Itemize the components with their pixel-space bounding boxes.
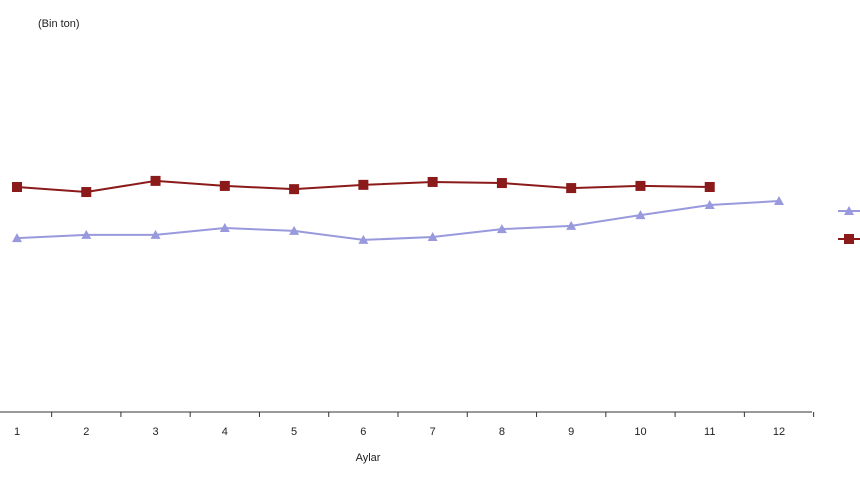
marker (289, 225, 300, 235)
x-tick-label: 4 (222, 426, 228, 438)
marker (289, 184, 300, 195)
x-tick-label: 10 (634, 426, 646, 438)
x-tick-label: 7 (430, 426, 436, 438)
marker (635, 210, 646, 220)
marker (12, 182, 22, 192)
marker (150, 175, 161, 186)
marker (150, 229, 161, 239)
marker (219, 180, 230, 191)
series-line (16, 200, 780, 241)
marker (774, 196, 784, 206)
marker (427, 176, 438, 187)
marker (704, 200, 715, 209)
marker (219, 223, 230, 233)
marker (12, 233, 22, 243)
marker (358, 179, 369, 190)
marker (566, 183, 577, 194)
marker (427, 232, 438, 242)
x-tick-label: 5 (291, 426, 297, 438)
x-tick-label: 6 (360, 426, 366, 438)
x-tick-label: 8 (499, 426, 505, 438)
x-tick-label: 11 (704, 426, 715, 438)
marker (496, 224, 507, 234)
marker (496, 178, 507, 189)
x-tick-label: 2 (83, 426, 89, 438)
x-tick-label: 1 (14, 426, 20, 438)
legend-marker (844, 234, 854, 244)
legend-marker (844, 206, 854, 215)
x-tick-label: 12 (773, 426, 785, 438)
x-tick-label: 9 (568, 426, 574, 438)
marker (81, 229, 92, 239)
x-tick-label: 3 (152, 426, 158, 438)
marker (566, 220, 577, 230)
marker (81, 187, 92, 198)
marker (358, 234, 369, 244)
marker (635, 180, 646, 191)
chart-title: (Bin ton) (38, 18, 80, 30)
x-axis-label: Aylar (356, 452, 381, 464)
marker (704, 182, 715, 192)
